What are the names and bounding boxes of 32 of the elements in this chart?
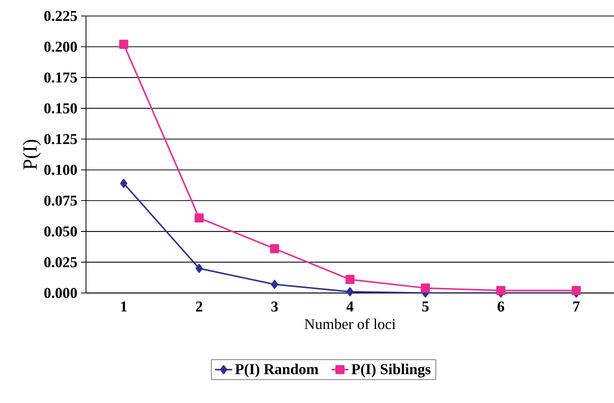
x-tick-label: 3: [271, 302, 278, 312]
y-tick-label: 0.000: [44, 288, 77, 298]
x-tick-label: 6: [498, 302, 504, 312]
y-axis-title: P(I): [22, 140, 41, 170]
y-tick-label: 0.025: [44, 257, 77, 268]
x-tick-label: 4: [346, 302, 354, 312]
point: [420, 284, 430, 293]
x-tick-label: 5: [422, 302, 429, 312]
point: [194, 213, 204, 222]
x-tick-label: 7: [573, 302, 580, 312]
y-tick-label: 0.225: [44, 10, 77, 22]
point: [119, 40, 128, 49]
y-tick-label: 0.050: [44, 226, 77, 237]
y-tick-label: 0.125: [44, 134, 77, 144]
y-tick-label: 0.150: [44, 103, 77, 114]
point: [270, 280, 278, 289]
point: [346, 287, 354, 296]
x-tick-label: 2: [196, 302, 202, 312]
point: [196, 264, 203, 273]
y-tick-label: 0.175: [44, 72, 77, 83]
point: [345, 274, 355, 284]
y-tick-label: 0.075: [44, 196, 77, 206]
legend-label: P(I) Siblings: [351, 364, 430, 378]
x-axis-title: Number of loci: [304, 318, 396, 330]
point: [572, 286, 581, 296]
point: [270, 244, 280, 254]
point: [120, 178, 128, 188]
y-tick-label: 0.200: [44, 42, 77, 52]
point: [496, 286, 506, 296]
y-tick-label: 0.100: [44, 164, 77, 175]
legend-label: P(I) Random: [235, 364, 318, 378]
x-tick-label: 1: [121, 302, 127, 312]
